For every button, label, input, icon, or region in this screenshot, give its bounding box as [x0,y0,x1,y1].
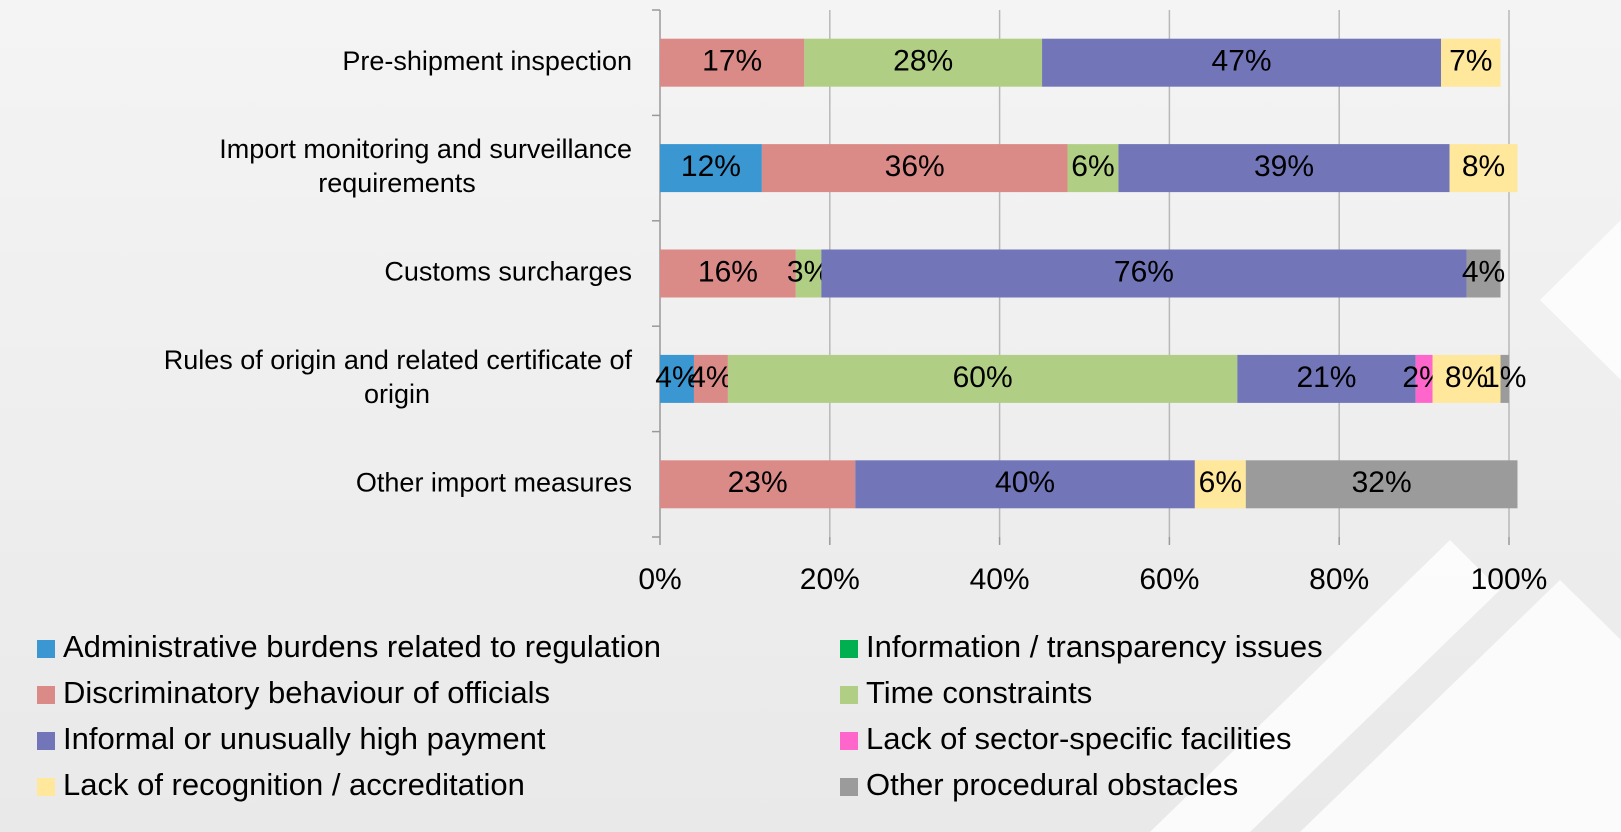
legend-label: Discriminatory behaviour of officials [63,675,550,710]
y-tick-label: Pre-shipment inspection [342,46,632,76]
bar-segment [795,249,822,298]
data-label: 12% [681,150,741,183]
data-label: 1% [1483,361,1526,394]
bar-segment [1118,144,1450,193]
legend-label: Lack of sector-specific facilities [866,721,1292,756]
bar-segment [1466,249,1501,298]
bar-segment [1237,354,1416,403]
bar-segment [727,354,1238,403]
legend-label: Information / transparency issues [866,629,1323,664]
legend-swatch [37,686,55,704]
legend-swatch [37,640,55,658]
bar-segment [1042,38,1442,87]
bar-segment [821,249,1467,298]
bar-segment [660,460,856,509]
legend-swatch [840,732,858,750]
data-label: 4% [1462,255,1505,288]
data-label: 16% [698,255,758,288]
data-label: 6% [1199,466,1242,499]
bar-segment [660,144,762,193]
bar-segment [660,38,805,87]
legend-label: Time constraints [866,675,1092,710]
x-tick-label: 20% [800,563,860,596]
data-label: 28% [893,45,953,78]
bar-segment [1441,38,1501,87]
legend-label: Lack of recognition / accreditation [63,767,525,802]
bar-segment [660,354,694,403]
legend-swatch [840,686,858,704]
y-tick-label: Rules of origin and related certificate … [164,345,633,409]
data-label: 7% [1449,45,1492,78]
data-label: 21% [1296,361,1356,394]
legend-label: Administrative burdens related to regula… [63,629,661,664]
y-tick-label: Other import measures [356,467,632,497]
bar-segment [1500,354,1509,403]
decoration [1150,540,1500,832]
data-label: 32% [1352,466,1412,499]
data-label: 8% [1462,150,1505,183]
bar-segment [1245,460,1518,509]
x-tick-label: 100% [1471,563,1548,596]
data-label: 23% [728,466,788,499]
bar-segment [1449,144,1518,193]
x-tick-label: 60% [1139,563,1199,596]
bar-segment [1067,144,1119,193]
legend-label: Informal or unusually high payment [63,721,546,756]
bar-segment [693,354,728,403]
bar-segment [1432,354,1501,403]
decoration [1540,220,1621,380]
x-tick-label: 0% [638,563,681,596]
legend-swatch [840,640,858,658]
legend-swatch [37,732,55,750]
legend-swatch [37,778,55,796]
data-label: 6% [1071,150,1114,183]
data-label: 8% [1445,361,1488,394]
legend-label: Other procedural obstacles [866,767,1238,802]
data-label: 17% [702,45,762,78]
data-label: 39% [1254,150,1314,183]
plot: 0% 20% 40% 60% 80% 100% Pre-shipment inspectio… [37,9,1548,802]
legend-swatch [840,778,858,796]
data-label: 4% [655,361,698,394]
data-label: 36% [885,150,945,183]
data-label: 60% [953,361,1013,394]
bar-segment [1194,460,1246,509]
bar-segment [761,144,1068,193]
bar-segment [855,460,1195,509]
data-label: 4% [689,361,732,394]
x-tick-label: 40% [970,563,1030,596]
y-tick-label: Import monitoring and surveillance requir… [219,134,632,198]
decoration [1300,580,1621,832]
data-label: 40% [995,466,1055,499]
bar-segment [660,249,796,298]
data-label: 47% [1212,45,1272,78]
x-tick-label: 80% [1309,563,1369,596]
y-tick-label: Customs surcharges [384,257,632,287]
bar-segment [1415,354,1433,403]
bar-segment [804,38,1043,87]
data-label: 76% [1114,255,1174,288]
